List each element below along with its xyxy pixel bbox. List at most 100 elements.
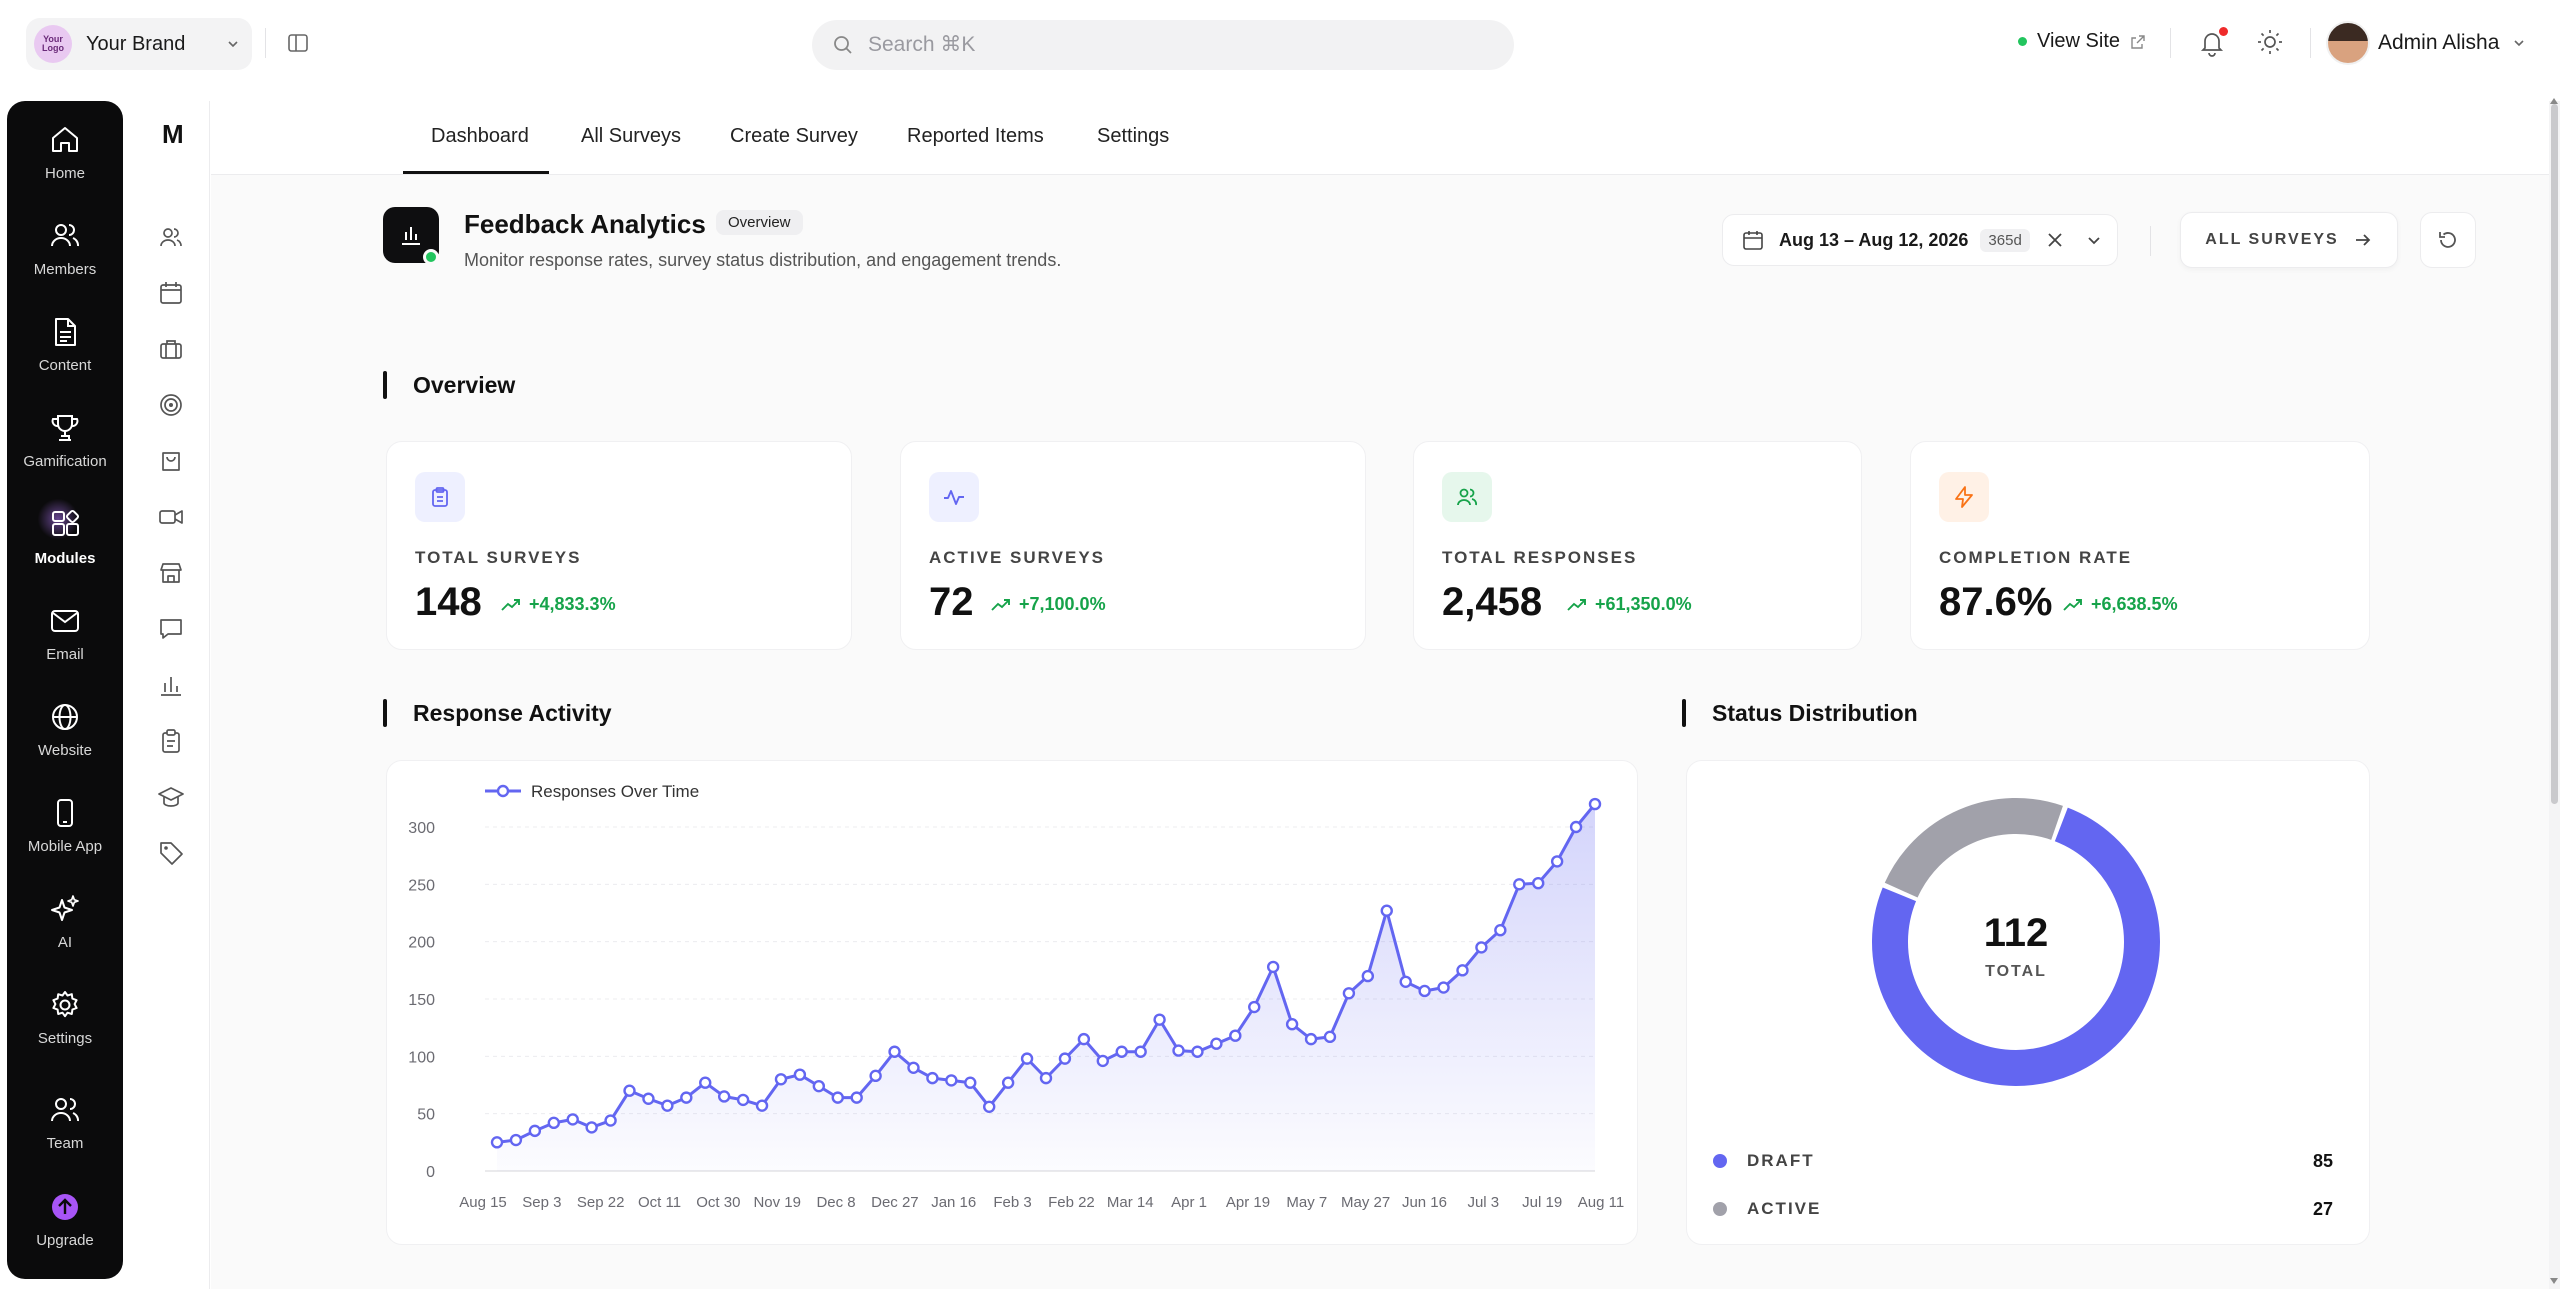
calendar-icon[interactable] xyxy=(158,280,184,306)
video-icon[interactable] xyxy=(158,504,184,530)
data-point[interactable] xyxy=(983,1100,996,1113)
data-point[interactable] xyxy=(585,1121,598,1134)
data-point[interactable] xyxy=(1058,1052,1072,1065)
data-point[interactable] xyxy=(1229,1029,1242,1042)
admin-name[interactable]: Admin Alisha xyxy=(2378,31,2500,54)
data-point[interactable] xyxy=(1494,923,1507,937)
view-site-link[interactable]: View Site xyxy=(2018,30,2146,53)
data-point[interactable] xyxy=(869,1069,882,1083)
chevron-down-icon[interactable] xyxy=(2086,232,2102,248)
target-icon[interactable] xyxy=(158,392,184,418)
data-point[interactable] xyxy=(680,1091,693,1104)
data-point[interactable] xyxy=(1588,797,1602,811)
avatar[interactable] xyxy=(2326,21,2370,65)
data-point[interactable] xyxy=(1513,878,1526,891)
sun-icon[interactable] xyxy=(2256,28,2284,56)
data-point[interactable] xyxy=(509,1133,523,1147)
bell-icon[interactable] xyxy=(2198,28,2226,58)
data-point[interactable] xyxy=(1532,876,1545,890)
data-point[interactable] xyxy=(1134,1045,1147,1058)
data-point[interactable] xyxy=(1210,1037,1223,1050)
data-point[interactable] xyxy=(661,1099,674,1112)
data-point[interactable] xyxy=(604,1114,617,1127)
store-icon[interactable] xyxy=(158,560,184,586)
rail-item-members[interactable]: Members xyxy=(7,219,123,299)
data-point[interactable] xyxy=(812,1079,826,1093)
rail-item-home[interactable]: Home xyxy=(7,123,123,203)
bar-chart-icon[interactable] xyxy=(158,672,184,698)
rail-item-gamification[interactable]: Gamification xyxy=(7,411,123,491)
data-point[interactable] xyxy=(1020,1052,1034,1065)
chat-icon[interactable] xyxy=(158,616,184,642)
data-point[interactable] xyxy=(1456,964,1469,977)
briefcase-icon[interactable] xyxy=(158,336,184,362)
rail-item-mobile-app[interactable]: Mobile App xyxy=(7,796,123,876)
data-point[interactable] xyxy=(1172,1044,1185,1057)
rail-item-upgrade[interactable]: Upgrade xyxy=(7,1190,123,1270)
data-point[interactable] xyxy=(1361,969,1375,983)
data-point[interactable] xyxy=(1001,1076,1015,1089)
scrollbar-thumb[interactable] xyxy=(2551,104,2558,804)
data-point[interactable] xyxy=(1304,1032,1318,1046)
tab-reported-items[interactable]: Reported Items xyxy=(907,125,1044,147)
rail-item-email[interactable]: Email xyxy=(7,604,123,684)
tab-all-surveys[interactable]: All Surveys xyxy=(581,125,682,147)
date-range-picker[interactable]: Aug 13 – Aug 12, 2026 365d xyxy=(1722,214,2118,266)
data-point[interactable] xyxy=(1248,1000,1261,1014)
data-point[interactable] xyxy=(964,1076,977,1089)
data-point[interactable] xyxy=(831,1091,844,1104)
data-point[interactable] xyxy=(1569,820,1583,834)
data-point[interactable] xyxy=(1285,1018,1299,1031)
data-point[interactable] xyxy=(1266,960,1280,974)
sidebar-toggle-icon[interactable] xyxy=(286,31,310,55)
data-point[interactable] xyxy=(926,1071,939,1085)
clipboard-icon[interactable] xyxy=(158,728,184,754)
data-point[interactable] xyxy=(717,1090,731,1103)
data-point[interactable] xyxy=(1342,987,1356,1000)
data-point[interactable] xyxy=(1418,984,1431,998)
tag-icon[interactable] xyxy=(158,840,184,866)
data-point[interactable] xyxy=(547,1116,560,1130)
data-point[interactable] xyxy=(755,1099,769,1112)
donut-slice-active[interactable] xyxy=(1884,798,2063,899)
clear-icon[interactable] xyxy=(2046,231,2064,249)
data-point[interactable] xyxy=(1399,975,1412,989)
all-surveys-button[interactable]: ALL SURVEYS xyxy=(2180,212,2398,268)
data-point[interactable] xyxy=(1191,1045,1204,1058)
donut-slice-draft[interactable] xyxy=(1872,807,2160,1086)
legend-item-draft[interactable]: DRAFT 85 xyxy=(1713,1146,2333,1176)
rail-item-website[interactable]: Website xyxy=(7,700,123,780)
data-point[interactable] xyxy=(699,1076,712,1089)
data-point[interactable] xyxy=(1115,1045,1128,1058)
data-point[interactable] xyxy=(1380,904,1393,917)
data-point[interactable] xyxy=(793,1068,807,1081)
data-point[interactable] xyxy=(907,1061,920,1074)
data-point[interactable] xyxy=(945,1074,958,1087)
brand-switcher[interactable]: Your Logo Your Brand xyxy=(26,18,252,70)
data-point[interactable] xyxy=(1096,1054,1109,1068)
graduation-cap-icon[interactable] xyxy=(158,784,184,810)
data-point[interactable] xyxy=(1323,1030,1337,1044)
tab-settings[interactable]: Settings xyxy=(1097,125,1170,147)
rail-item-ai[interactable]: AI xyxy=(7,892,123,972)
search-bar[interactable] xyxy=(812,20,1514,70)
data-point[interactable] xyxy=(1077,1032,1091,1046)
data-point[interactable] xyxy=(566,1113,579,1126)
rail-item-modules[interactable]: Modules xyxy=(7,508,123,588)
data-point[interactable] xyxy=(623,1084,636,1097)
scroll-up-arrow[interactable] xyxy=(2550,98,2558,104)
scroll-down-arrow[interactable] xyxy=(2550,1278,2558,1284)
rail-item-settings[interactable]: Settings xyxy=(7,988,123,1068)
chart-legend[interactable]: Responses Over Time xyxy=(485,782,699,801)
search-input[interactable] xyxy=(868,33,1468,57)
rail-item-content[interactable]: Content xyxy=(7,315,123,395)
data-point[interactable] xyxy=(642,1092,655,1105)
chevron-down-icon[interactable] xyxy=(2512,36,2526,50)
data-point[interactable] xyxy=(490,1136,504,1149)
data-point[interactable] xyxy=(736,1093,750,1107)
tab-dashboard[interactable]: Dashboard xyxy=(431,125,529,147)
data-point[interactable] xyxy=(528,1124,542,1138)
data-point[interactable] xyxy=(850,1091,863,1104)
bag-icon[interactable] xyxy=(158,448,184,474)
users-icon[interactable] xyxy=(158,224,184,250)
